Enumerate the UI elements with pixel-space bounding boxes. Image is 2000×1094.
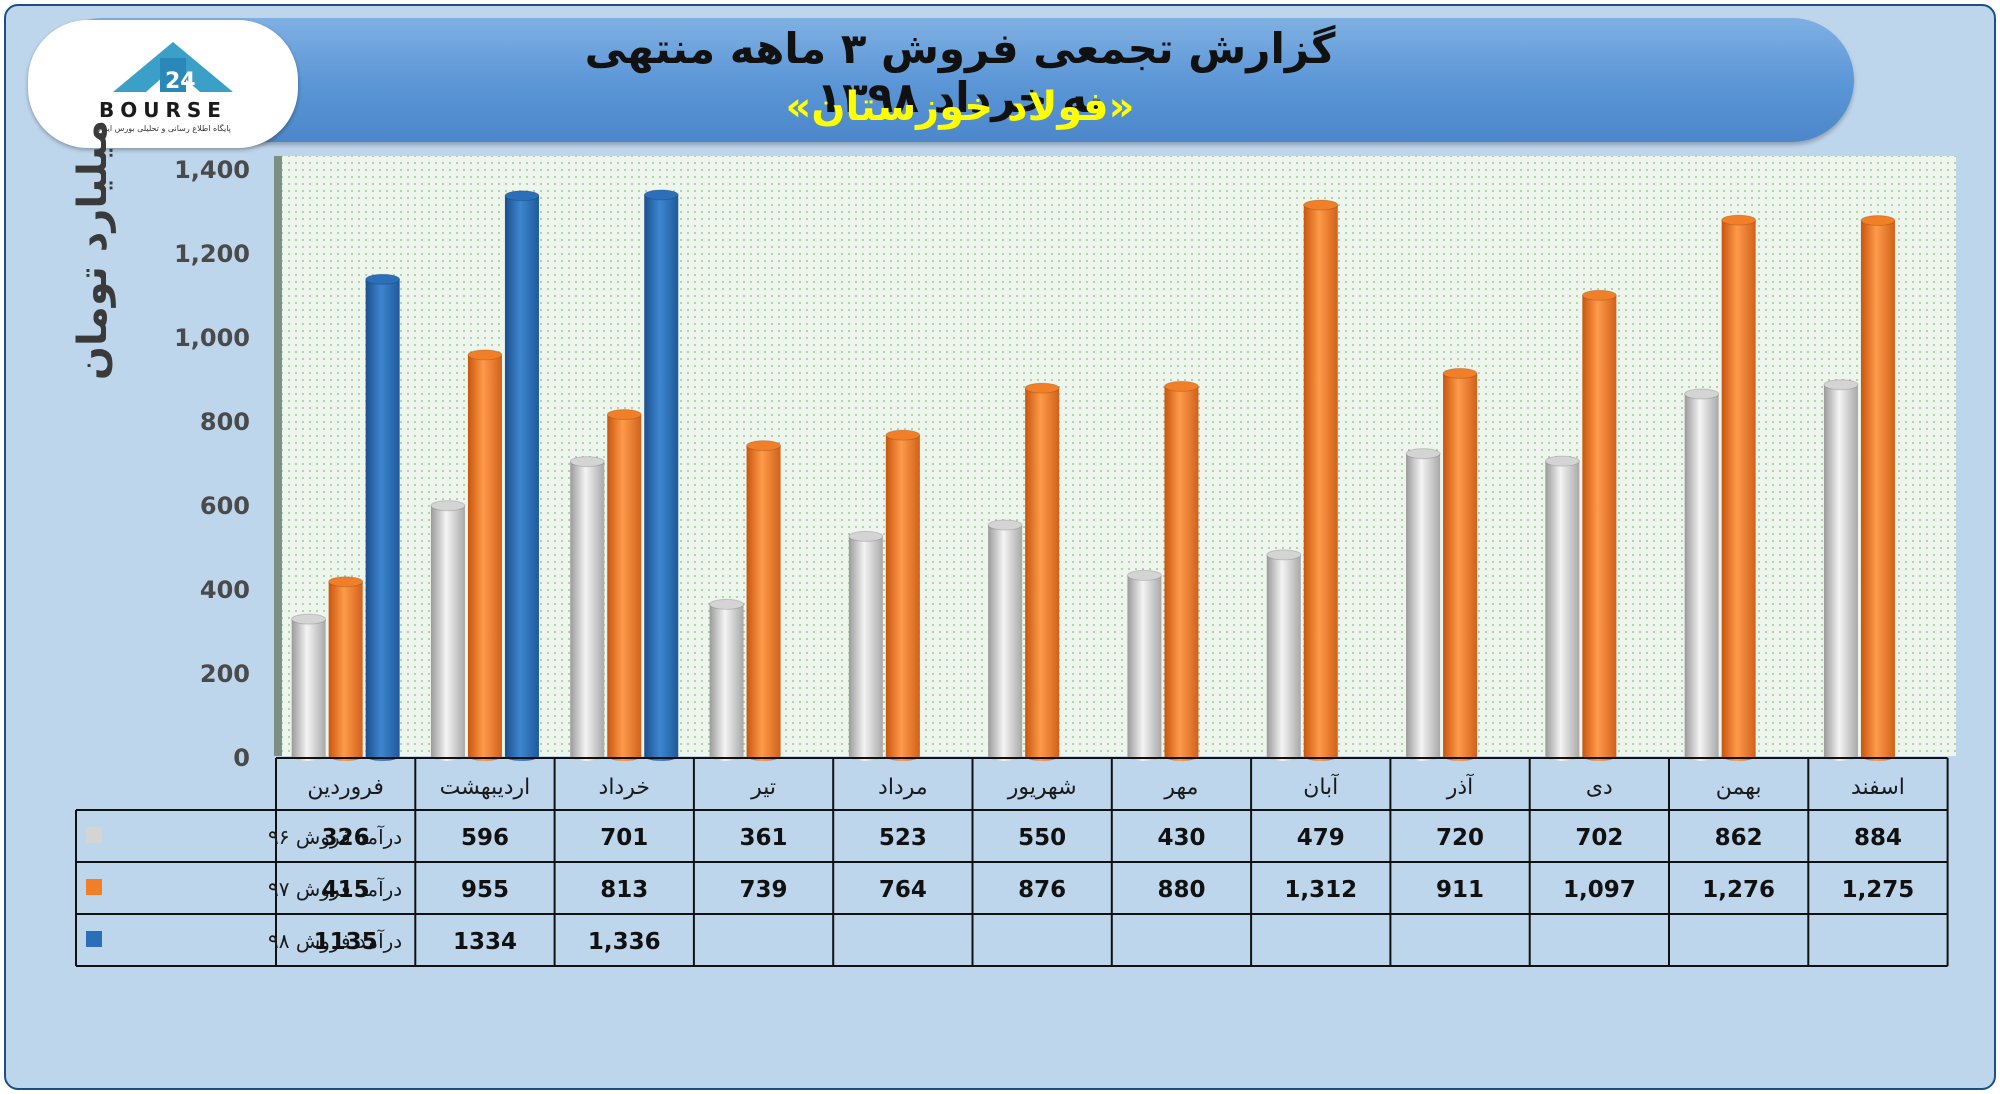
x-tick-label: اردیبهشت (440, 775, 531, 800)
data-label: 415 (322, 877, 370, 903)
data-label: 326 (322, 825, 370, 851)
data-label: 813 (600, 877, 648, 903)
chart-subtitle: «فولاد خوزستان» (785, 84, 1135, 130)
x-tick-label: تیر (750, 775, 776, 800)
plot-area (280, 156, 1956, 756)
bar (328, 576, 364, 761)
data-label: 702 (1575, 825, 1623, 851)
x-tick-label: شهریور (1007, 775, 1077, 800)
data-label: 1,312 (1284, 877, 1357, 903)
y-tick-label: 800 (200, 408, 250, 436)
y-tick-label: 1,000 (174, 324, 250, 352)
bar (504, 190, 540, 761)
legend-entry: درآمد فروش ۹۷ (268, 876, 402, 901)
bar (1163, 380, 1199, 761)
data-label: 1,275 (1842, 877, 1915, 903)
bar (569, 456, 605, 761)
bourse-logo: 24 BOURSE پایگاه اطلاع رسانی و تحلیلی بو… (28, 20, 298, 148)
legend-swatch (86, 827, 102, 843)
data-label: 479 (1297, 825, 1345, 851)
y-tick-label: 1,200 (174, 240, 250, 268)
bar (1303, 199, 1339, 761)
data-label: 1135 (314, 929, 378, 955)
data-label: 1,276 (1702, 877, 1775, 903)
x-tick-label: بهمن (1716, 775, 1762, 800)
bar (848, 530, 884, 761)
bar (1405, 448, 1441, 761)
svg-text:24: 24 (165, 69, 196, 94)
bar (606, 409, 642, 761)
data-label: 876 (1018, 877, 1066, 903)
bar (1266, 549, 1302, 761)
x-tick-label: مرداد (878, 775, 928, 800)
data-label: 1,336 (588, 929, 661, 955)
logo-text: BOURSE (99, 98, 227, 122)
x-tick-label: خرداد (599, 775, 650, 800)
bar (1684, 388, 1720, 761)
bar (1126, 569, 1162, 761)
y-tick-label: 0 (233, 744, 250, 772)
plot-side-wall (274, 156, 282, 756)
bar (746, 440, 782, 761)
data-label: 361 (740, 825, 788, 851)
x-tick-label: آذر (1446, 773, 1474, 800)
bar (1544, 455, 1580, 761)
data-label: 1334 (453, 929, 517, 955)
y-tick-label: 200 (200, 660, 250, 688)
bar (1024, 382, 1060, 761)
data-label: 430 (1157, 825, 1205, 851)
bar (643, 189, 679, 761)
legend-entry: درآمد فروش ۹۸ (268, 928, 402, 953)
chart-title: گزارش تجمعی فروش ۳ ماهه منتهی به خرداد ۱… (584, 24, 1336, 122)
x-tick-label: اسفند (1851, 775, 1905, 800)
logo-tagline: پایگاه اطلاع رسانی و تحلیلی بورس ایران (95, 124, 231, 133)
data-label: 720 (1436, 825, 1484, 851)
title-banner (40, 18, 1854, 142)
data-label: 523 (879, 825, 927, 851)
bar (709, 598, 745, 761)
data-label: 550 (1018, 825, 1066, 851)
logo-mark-icon: 24 (113, 42, 233, 94)
bar (1721, 214, 1757, 761)
y-tick-label: 600 (200, 492, 250, 520)
bar (1860, 215, 1896, 761)
bar (291, 613, 327, 761)
bar (1442, 367, 1478, 761)
bar (365, 273, 401, 761)
data-label: 764 (879, 877, 927, 903)
x-tick-label: آبان (1303, 773, 1339, 800)
y-tick-label: 1,400 (174, 156, 250, 184)
bar (467, 349, 503, 761)
data-label: 911 (1436, 877, 1484, 903)
x-tick-label: مهر (1163, 775, 1198, 800)
bar (987, 519, 1023, 761)
x-tick-label: دی (1586, 775, 1613, 800)
x-tick-label: فروردین (307, 775, 384, 800)
data-label: 701 (600, 825, 648, 851)
data-label: 739 (740, 877, 788, 903)
legend-swatch (86, 931, 102, 947)
bar (1581, 289, 1617, 761)
data-label: 955 (461, 877, 509, 903)
bar (1823, 379, 1859, 761)
legend-swatch (86, 879, 102, 895)
data-label: 862 (1715, 825, 1763, 851)
data-label: 880 (1157, 877, 1205, 903)
data-label: 884 (1854, 825, 1902, 851)
legend-entry: درآمد فروش ۹۶ (268, 824, 402, 849)
data-label: 1,097 (1563, 877, 1636, 903)
y-tick-label: 400 (200, 576, 250, 604)
data-label: 596 (461, 825, 509, 851)
bar (885, 429, 921, 761)
bar (430, 500, 466, 761)
